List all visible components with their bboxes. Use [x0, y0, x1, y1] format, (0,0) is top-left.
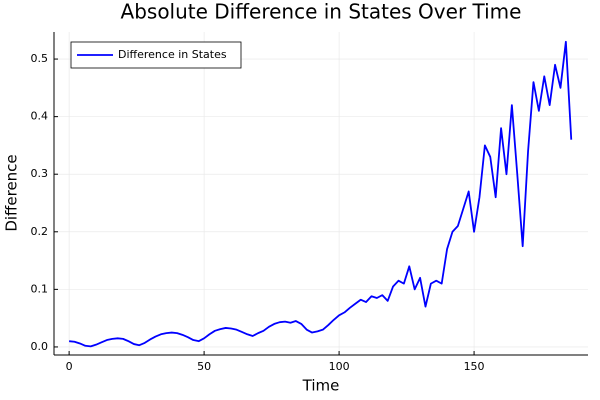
x-tick-label: 0 — [66, 360, 73, 373]
y-tick-label: 0.2 — [31, 225, 49, 238]
y-tick-label: 0.3 — [31, 167, 49, 180]
x-tick-label: 50 — [197, 360, 211, 373]
y-axis-label: Difference — [3, 154, 21, 231]
data-line — [69, 40, 573, 348]
y-tick-label: 0.5 — [31, 52, 49, 65]
y-tick-label: 0.4 — [31, 110, 49, 123]
x-tick-label: 100 — [329, 360, 350, 373]
y-tick-label: 0.1 — [31, 282, 49, 295]
chart-title: Absolute Difference in States Over Time — [121, 0, 522, 24]
x-tick-label: 150 — [464, 360, 485, 373]
y-tick-label: 0.0 — [31, 340, 49, 353]
x-axis-label: Time — [302, 377, 340, 395]
legend-label: Difference in States — [118, 48, 227, 61]
